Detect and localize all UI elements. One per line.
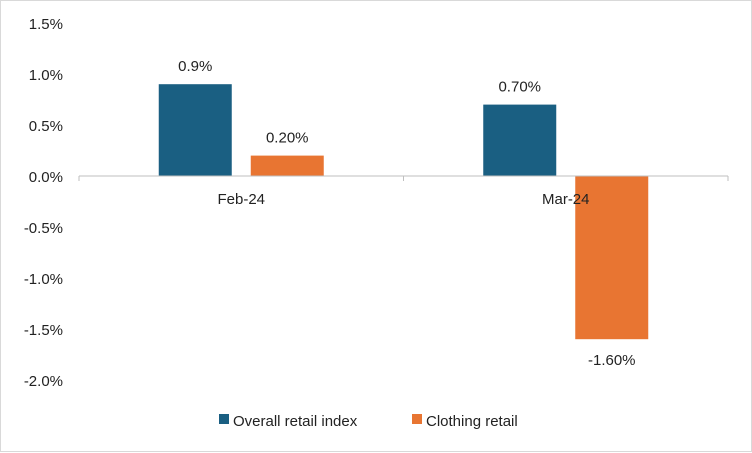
y-tick-label: -1.0%: [24, 271, 63, 288]
y-tick-label: -2.0%: [24, 373, 63, 390]
legend-swatch: [219, 414, 229, 424]
category-tick-marks: [78, 176, 729, 181]
data-label: 0.9%: [178, 58, 212, 75]
y-tick-label: 0.0%: [29, 169, 63, 186]
legend-label: Overall retail index: [233, 413, 358, 430]
data-labels: 0.9% 0.20% 0.70% -1.60%: [178, 58, 635, 369]
y-tick-label: -1.5%: [24, 322, 63, 339]
bar: [158, 84, 232, 176]
x-tick-label: Mar-24: [542, 191, 590, 208]
legend: Overall retail index Clothing retail: [219, 413, 518, 430]
data-label: 0.70%: [498, 79, 541, 96]
bar: [250, 155, 324, 176]
data-label: 0.20%: [266, 130, 309, 147]
bars: [158, 84, 649, 340]
bar: [575, 176, 649, 340]
x-tick-label: Feb-24: [217, 191, 265, 208]
legend-swatch: [412, 414, 422, 424]
legend-label: Clothing retail: [426, 413, 518, 430]
y-axis-ticks: 1.5% 1.0% 0.5% 0.0% -0.5% -1.0% -1.5% -2.0%: [24, 16, 63, 390]
data-label: -1.60%: [588, 352, 636, 369]
x-axis-labels: Feb-24 Mar-24: [217, 191, 589, 208]
y-tick-label: 0.5%: [29, 118, 63, 135]
y-tick-label: 1.0%: [29, 67, 63, 84]
y-tick-label: -0.5%: [24, 220, 63, 237]
y-tick-label: 1.5%: [29, 16, 63, 33]
bar: [483, 104, 557, 176]
